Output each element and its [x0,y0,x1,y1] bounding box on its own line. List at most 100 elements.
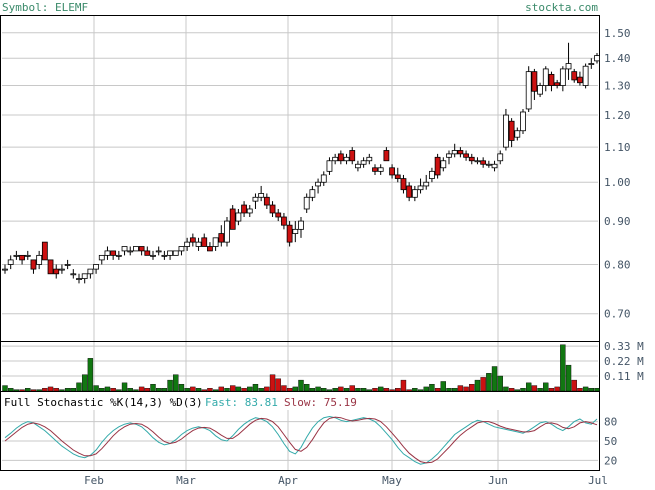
volume-bar [440,381,447,392]
candle-body [298,220,304,230]
volume-bar [400,379,407,392]
candle-body [326,160,333,172]
volume-bar [366,389,373,392]
candle-body [394,174,401,179]
volume-bar [571,379,577,392]
candle-body [389,167,395,176]
volume-bar [161,388,168,392]
volume-bar [201,389,207,392]
price-tick-label: 1.50 [604,27,631,40]
candle-body [320,174,327,183]
candle-body [315,181,321,187]
candle-body [508,120,515,141]
stochastic-tick-label: 80 [604,416,617,429]
volume-bar [2,385,8,392]
candle-body [286,224,293,243]
candle-body [366,156,373,162]
candle-body [195,241,202,247]
price-tick-label: 1.20 [604,109,631,122]
volume-bar [503,386,509,392]
candle-body [571,71,578,81]
volume-bar [582,386,589,392]
price-tick-label: 1.10 [604,141,631,154]
volume-bar [42,388,48,392]
candle-body [281,216,287,226]
candle-body [332,156,339,162]
price-tick-label: 0.80 [604,258,631,271]
candle-body [172,250,179,256]
candle-body [355,163,361,169]
candle-body [184,241,191,247]
volume-bar [520,388,526,392]
candle-body [263,196,270,206]
candle-body [229,208,236,230]
volume-bar [47,386,54,392]
candle-body [411,189,418,198]
volume-bar [207,388,213,392]
volume-bar [190,386,196,392]
volume-bar [321,388,327,392]
volume-bar [150,383,156,392]
volume-bar [548,388,555,392]
volume-bar [104,386,111,392]
candle-body [246,208,253,214]
candle-body [144,250,151,256]
volume-bar [525,382,532,392]
volume-bar [423,386,429,392]
volume-bar [554,386,560,392]
candle-body [594,55,600,62]
candle-body [582,65,589,86]
candle-body [503,114,509,148]
candle-body [451,150,458,155]
candle-body [47,259,54,275]
candle-body [155,250,162,253]
candle-body [377,167,384,172]
candle-body [189,237,196,243]
price-tick-label: 1.30 [604,80,631,93]
candle-body [133,246,139,252]
volume-bar [543,382,549,392]
volume-bar [588,388,595,392]
candle-body [480,160,487,165]
candle-body [235,212,242,222]
stochastic-lines [4,415,598,465]
volume-bar [87,358,94,392]
volume-bar [577,388,583,392]
candle-body [104,250,111,256]
volume-bar [565,364,572,392]
source-label[interactable]: stockta.com [525,1,598,14]
candle-body [531,71,538,92]
volume-bar [412,388,418,392]
candle-body [520,111,526,132]
volume-bar [360,388,367,392]
candle-body [434,156,441,176]
volume-bar [383,388,390,392]
volume-bar [229,385,236,392]
volume-bar [349,385,355,392]
volume-bar [417,389,424,392]
price-tick-label: 0.70 [604,308,631,321]
candle-body [252,196,259,202]
volume-bar [155,388,162,392]
volume-bar [463,386,469,392]
candle-body [514,130,521,138]
volume-bar [338,386,344,392]
candle-body [13,254,20,257]
candle-body [59,268,65,271]
volume-bar [560,344,566,392]
volume-bar [303,383,310,392]
candle-body [383,150,390,162]
stochastic-tick-label: 50 [604,435,617,448]
volume-bar [508,388,515,392]
candle-body [201,237,208,247]
volume-bar [178,383,185,392]
candle-body [115,254,122,257]
volume-tick-label: 0.11 M [604,370,644,383]
candle-body [19,254,25,261]
volume-bar [81,374,88,392]
volume-bar [332,388,338,392]
month-label: Jul [588,474,608,486]
candle-body [548,73,555,86]
candle-body [525,71,532,110]
volume-bar [377,386,384,392]
